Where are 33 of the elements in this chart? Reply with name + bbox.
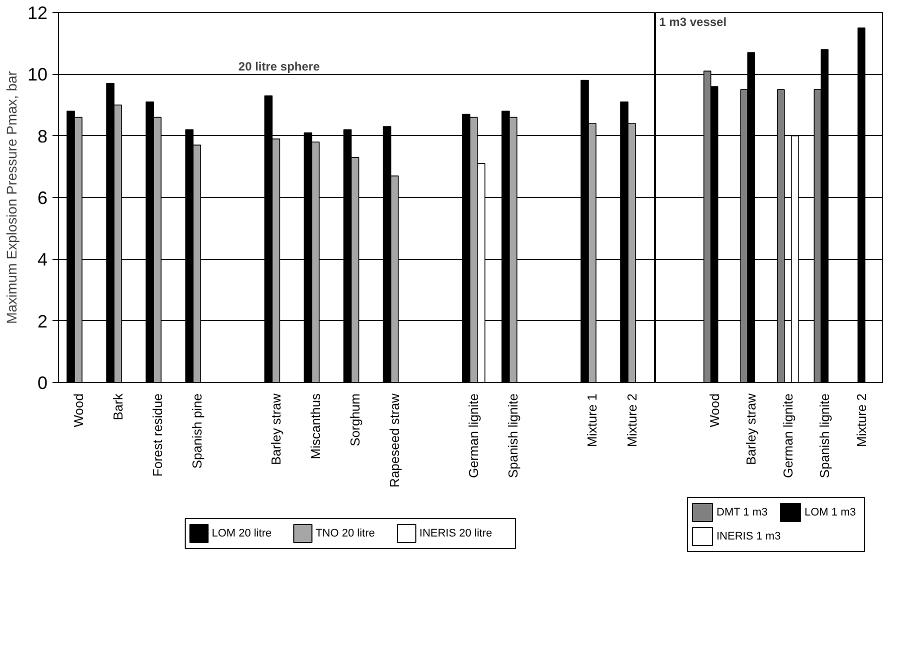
- legend-label: TNO 20 litre: [316, 528, 375, 540]
- y-tick-label: 10: [27, 64, 48, 85]
- x-tick-label: Spanish pine: [189, 393, 204, 469]
- y-tick-label: 0: [37, 373, 48, 393]
- annotation: 20 litre sphere: [238, 60, 320, 74]
- x-tick-label: Spanish lignite: [817, 393, 832, 478]
- x-tick-label: Barley straw: [268, 392, 284, 466]
- legend-label: INERIS 1 m3: [716, 530, 781, 542]
- x-tick-label: Spanish lignite: [506, 393, 521, 478]
- legend-label: LOM 1 m3: [804, 506, 856, 518]
- x-tick-label: Bark: [110, 393, 126, 420]
- x-tick-label: Forest residue: [150, 393, 165, 477]
- x-tick-label: Sorghum: [348, 394, 363, 446]
- legend-label: INERIS 20 litre: [419, 528, 492, 540]
- y-tick-label: 4: [37, 250, 48, 270]
- x-tick-label: Mixture 2: [624, 393, 640, 447]
- legend-label: DMT 1 m3: [716, 506, 768, 518]
- x-tick-label: German lignite: [466, 393, 482, 478]
- y-tick-label: 6: [37, 188, 48, 208]
- y-tick-label: 2: [37, 311, 48, 332]
- x-tick-label: Mixture 2: [854, 393, 869, 447]
- x-tick-label: Barley straw: [744, 392, 759, 466]
- x-tick-label: Wood: [70, 393, 86, 428]
- x-tick-label: Miscanthus: [308, 393, 323, 460]
- y-tick-label: 12: [27, 3, 48, 23]
- y-axis-title: Maximum Explosion Pressure Pmax, bar: [3, 70, 20, 324]
- x-tick-label: Mixture 1: [584, 393, 600, 447]
- x-tick-label: Wood: [706, 393, 722, 428]
- legend-label: LOM 20 litre: [212, 528, 272, 540]
- annotation: 1 m3 vessel: [659, 15, 727, 30]
- x-tick-label: Rapeseed straw: [387, 392, 402, 488]
- y-tick-label: 8: [37, 126, 48, 146]
- x-tick-label: German lignite: [780, 393, 796, 478]
